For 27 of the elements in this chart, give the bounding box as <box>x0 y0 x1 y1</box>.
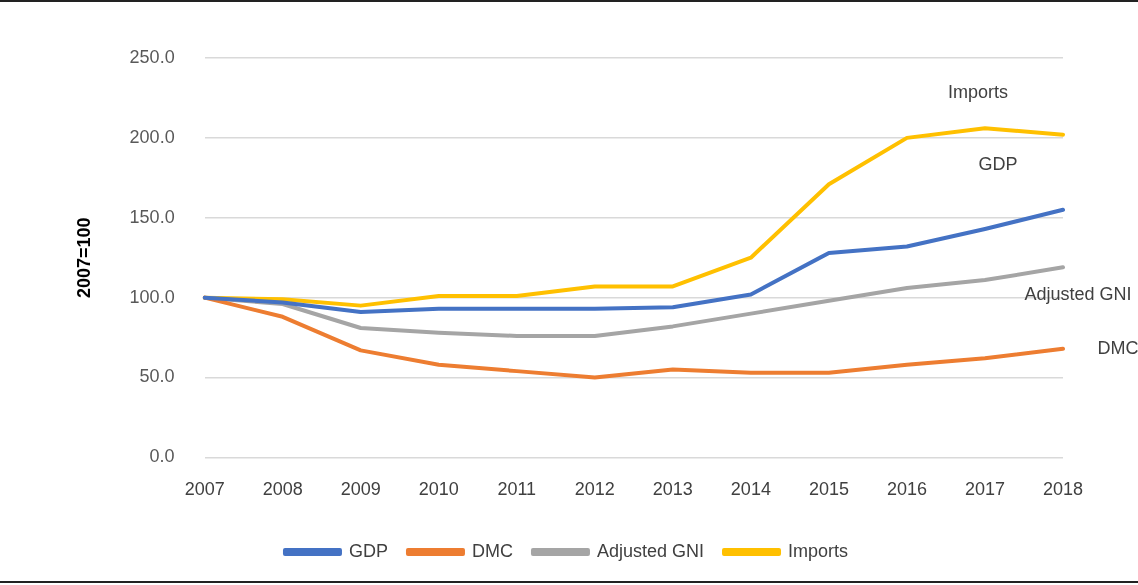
text: Imports <box>947 81 1009 102</box>
x-tick-label: 2016 <box>886 479 927 500</box>
x-tick-label: 2007 <box>184 479 225 500</box>
y-tick-label: 0.0 <box>149 446 175 467</box>
y-axis-title: 2007=100 <box>73 217 94 298</box>
y-tick-label: 100.0 <box>129 286 175 307</box>
x-tick-label: 2012 <box>574 479 615 500</box>
x-tick-label: 2014 <box>730 479 771 500</box>
y-tick-label: 50.0 <box>139 366 175 387</box>
x-tick-label: 2015 <box>808 479 849 500</box>
y-tick-label: 250.0 <box>129 46 175 67</box>
text: DMC <box>1097 337 1138 358</box>
legend-label: DMC <box>471 540 513 561</box>
legend-label: GDP <box>348 540 388 561</box>
y-tick-label: 150.0 <box>129 206 175 227</box>
text: Adjusted GNI <box>1024 284 1132 305</box>
x-tick-label: 2008 <box>262 479 303 500</box>
x-tick-label: 2017 <box>964 479 1005 500</box>
legend-label: Adjusted GNI <box>596 540 705 561</box>
x-tick-label: 2010 <box>418 479 459 500</box>
legend-label: Imports <box>788 540 849 561</box>
x-tick-label: 2009 <box>340 479 381 500</box>
y-tick-label: 200.0 <box>129 126 175 147</box>
x-tick-label: 2018 <box>1042 479 1084 500</box>
x-tick-label: 2013 <box>652 479 693 500</box>
x-tick-label: 2011 <box>497 479 537 500</box>
text: GDP <box>978 153 1018 174</box>
